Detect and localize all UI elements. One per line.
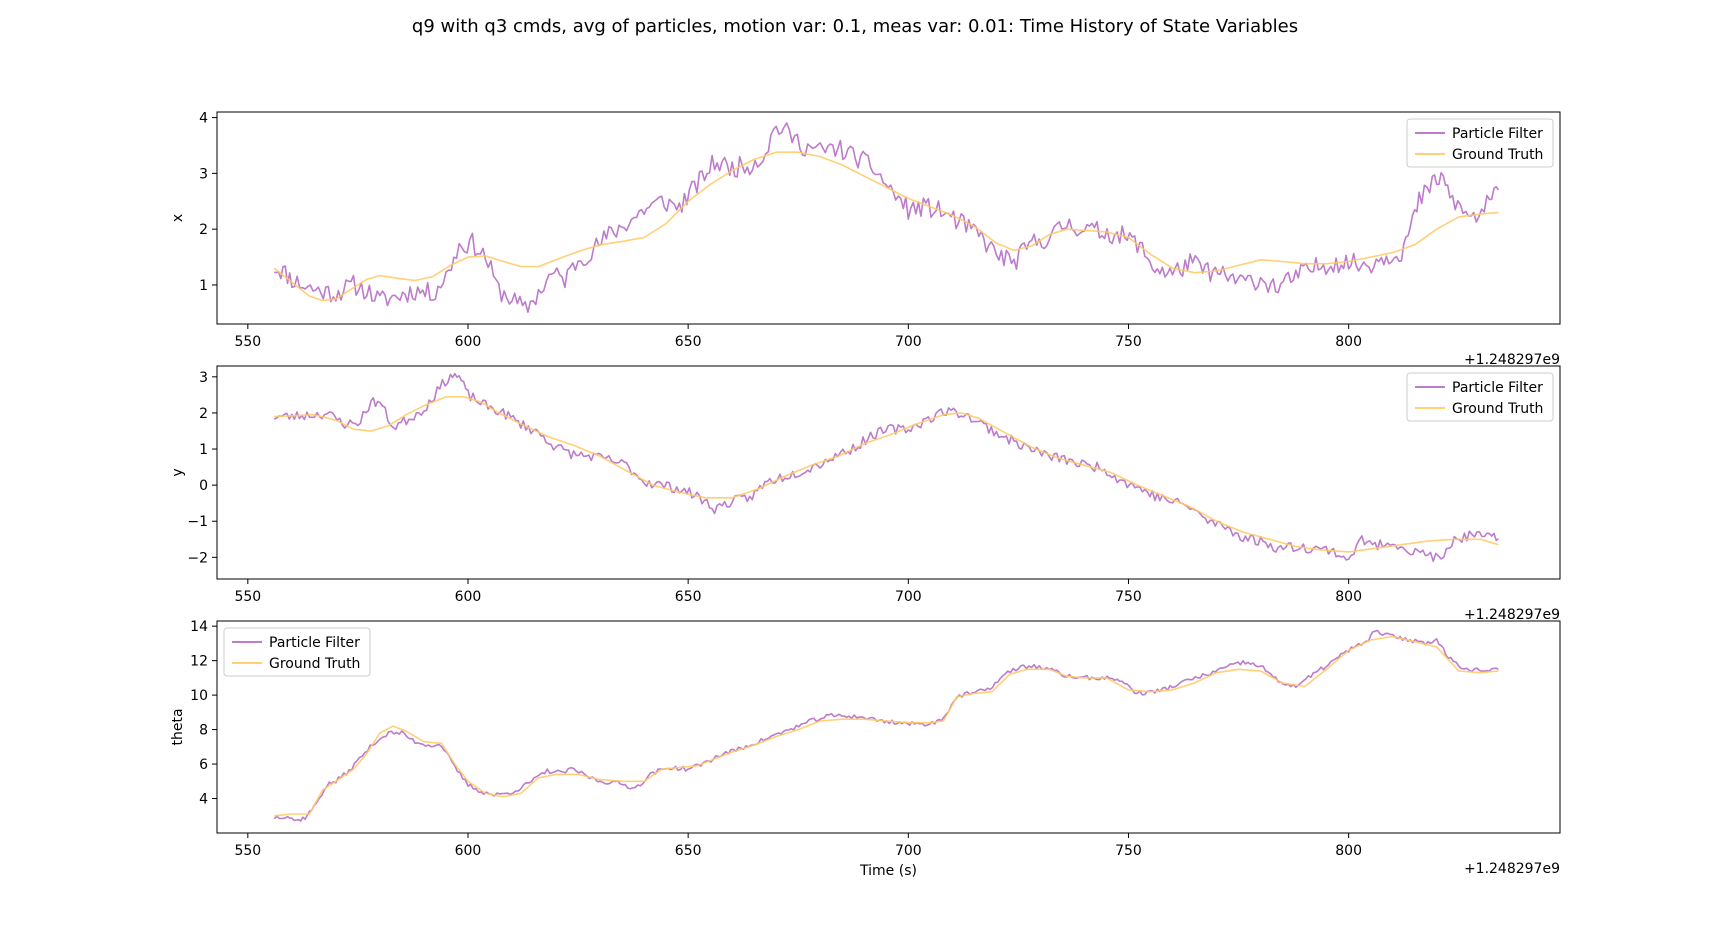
chart-title: q9 with q3 cmds, avg of particles, motio… — [412, 16, 1298, 37]
x-tick-label: 800 — [1335, 589, 1362, 605]
y-axis-label: y — [170, 468, 186, 476]
x-tick-label: 600 — [455, 589, 482, 605]
legend-label: Ground Truth — [269, 656, 360, 672]
axes-container: 550 600 650 700 750 8001234+1.248297e9xPartic… — [170, 111, 1561, 879]
axes-frame — [216, 365, 1561, 580]
x-tick-label: 700 — [895, 589, 922, 605]
x-tick-label: 800 — [1335, 334, 1362, 350]
legend-frame — [223, 627, 371, 677]
x-tick-label: 550 — [234, 334, 261, 350]
x-tick-label: 550 — [234, 589, 261, 605]
x-tick-label: 650 — [675, 843, 702, 859]
axes-frame — [216, 111, 1561, 325]
y-tick-label: −2 — [187, 550, 208, 566]
x-tick-label: 750 — [1115, 843, 1142, 859]
y-axis-label: x — [170, 214, 186, 222]
ground-truth-line — [274, 635, 1499, 817]
legend-frame — [1406, 372, 1554, 422]
legend-label: Particle Filter — [269, 635, 360, 651]
axes-frame — [216, 620, 1561, 834]
series-group — [273, 629, 1499, 822]
x-tick-label: 600 — [455, 334, 482, 350]
legend-label: Particle Filter — [1452, 126, 1543, 142]
x-tick-label: 700 — [895, 843, 922, 859]
y-tick-label: 4 — [199, 792, 208, 808]
legend: Particle Filter Ground Truth — [1406, 372, 1554, 422]
series-group — [273, 372, 1499, 563]
x-offset-label: +1.248297e9 — [1464, 861, 1560, 877]
x-tick-label: 700 — [895, 334, 922, 350]
particle-filter-line — [273, 629, 1499, 822]
y-tick-label: 3 — [199, 166, 208, 182]
x-tick-label: 650 — [675, 334, 702, 350]
legend: Particle Filter Ground Truth — [1406, 118, 1554, 168]
y-tick-label: −1 — [187, 514, 208, 530]
y-tick-label: 0 — [199, 478, 208, 494]
legend-label: Ground Truth — [1452, 401, 1543, 417]
axes-y-state: 550 600 650 700 750 800 −2 −1 0 1 2 3 +1.248297e9 y Pa… — [170, 365, 1561, 623]
y-tick-label: 3 — [199, 370, 208, 386]
ground-truth-line — [273, 151, 1499, 302]
legend-label: Particle Filter — [1452, 380, 1543, 396]
series-group — [273, 122, 1500, 313]
x-offset-label: +1.248297e9 — [1464, 607, 1560, 623]
x-tick-label: 650 — [675, 589, 702, 605]
y-tick-label: 1 — [199, 442, 208, 458]
y-tick-label: 14 — [190, 619, 208, 635]
y-tick-label: 2 — [199, 222, 208, 238]
x-tick-label: 750 — [1115, 589, 1142, 605]
particle-filter-line — [273, 372, 1499, 563]
x-tick-label: 550 — [234, 843, 261, 859]
x-axis-label: Time (s) — [859, 863, 917, 879]
axes-theta-state: 550 600 650 700 750 800 4 6 8 10 12 14 +1.248297e9 th… — [170, 619, 1561, 879]
y-axis-label: theta — [170, 708, 186, 745]
x-offset-label: +1.248297e9 — [1464, 352, 1560, 368]
y-tick-label: 2 — [199, 406, 208, 422]
y-tick-label: 10 — [190, 688, 208, 704]
ground-truth-line — [274, 395, 1499, 553]
legend-label: Ground Truth — [1452, 147, 1543, 163]
y-tick-label: 8 — [199, 723, 208, 739]
y-tick-label: 1 — [199, 278, 208, 294]
y-tick-label: 6 — [199, 757, 208, 773]
particle-filter-line — [274, 122, 1500, 313]
x-tick-label: 600 — [455, 843, 482, 859]
y-tick-label: 12 — [190, 654, 208, 670]
legend-frame — [1406, 118, 1554, 168]
axes-x-state: 550 600 650 700 750 800 1 2 3 4 +1.248297e9 x Partic… — [170, 111, 1561, 368]
x-tick-label: 750 — [1115, 334, 1142, 350]
legend: Particle Filter Ground Truth — [223, 627, 371, 677]
y-tick-label: 4 — [199, 111, 208, 127]
x-tick-label: 800 — [1335, 843, 1362, 859]
